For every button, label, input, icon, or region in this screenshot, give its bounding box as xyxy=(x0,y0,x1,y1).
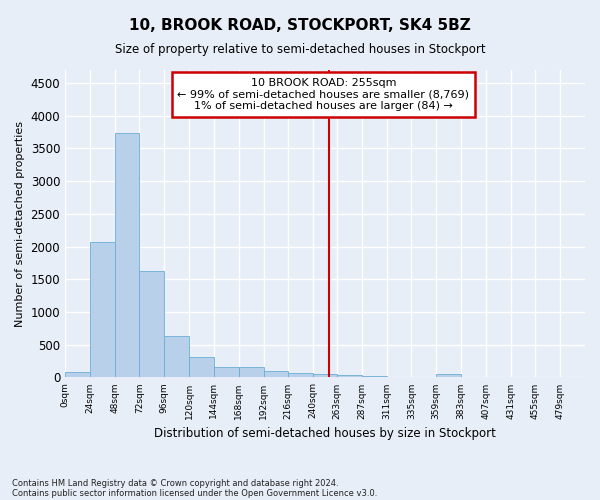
Y-axis label: Number of semi-detached properties: Number of semi-detached properties xyxy=(15,120,25,326)
Bar xyxy=(214,368,239,378)
Text: Contains public sector information licensed under the Open Government Licence v3: Contains public sector information licen… xyxy=(12,488,377,498)
Bar xyxy=(239,368,263,378)
Bar xyxy=(189,358,214,378)
Bar xyxy=(65,372,90,378)
Bar xyxy=(139,272,164,378)
Bar xyxy=(436,374,461,378)
Bar xyxy=(337,376,362,378)
Bar xyxy=(362,376,386,378)
Bar xyxy=(90,242,115,378)
Text: 10 BROOK ROAD: 255sqm
← 99% of semi-detached houses are smaller (8,769)
1% of se: 10 BROOK ROAD: 255sqm ← 99% of semi-deta… xyxy=(178,78,469,111)
Bar xyxy=(313,374,337,378)
Text: Contains HM Land Registry data © Crown copyright and database right 2024.: Contains HM Land Registry data © Crown c… xyxy=(12,478,338,488)
Bar xyxy=(115,134,139,378)
X-axis label: Distribution of semi-detached houses by size in Stockport: Distribution of semi-detached houses by … xyxy=(154,427,496,440)
Bar xyxy=(263,371,289,378)
Text: 10, BROOK ROAD, STOCKPORT, SK4 5BZ: 10, BROOK ROAD, STOCKPORT, SK4 5BZ xyxy=(129,18,471,32)
Bar xyxy=(289,373,313,378)
Text: Size of property relative to semi-detached houses in Stockport: Size of property relative to semi-detach… xyxy=(115,42,485,56)
Bar xyxy=(164,336,189,378)
